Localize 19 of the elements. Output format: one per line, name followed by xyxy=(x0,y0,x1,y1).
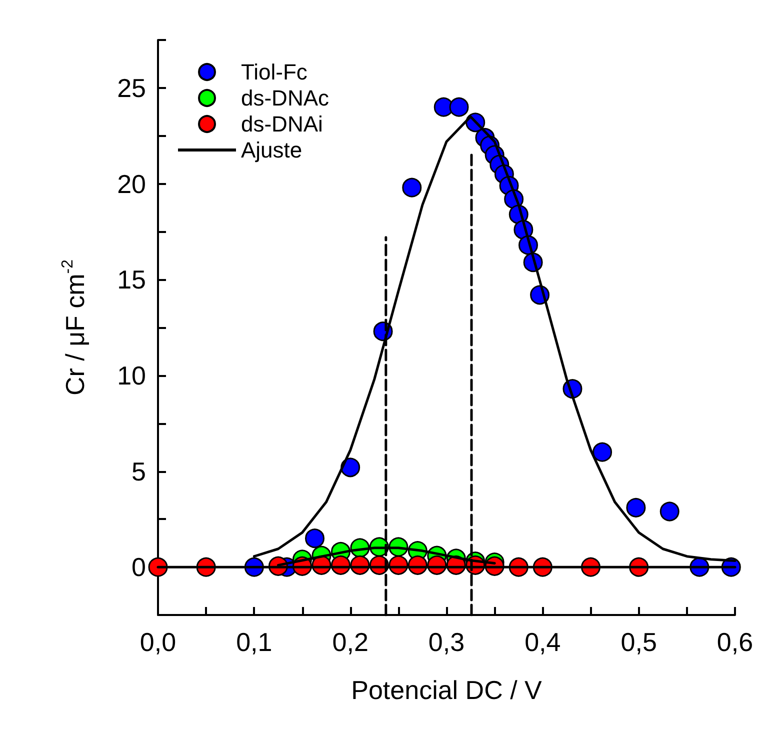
x-tick-label: 0,2 xyxy=(332,627,368,657)
legend-label: ds-DNAi xyxy=(241,112,323,136)
x-axis-title: Potencial DC / V xyxy=(351,675,543,705)
x-tick-label: 0,6 xyxy=(716,627,754,657)
y-tick-label: 15 xyxy=(117,264,146,295)
x-tick-label: 0,0 xyxy=(140,627,176,657)
y-axis-title: Cr / μF cm-2 xyxy=(60,259,90,396)
x-tick-label: 0,4 xyxy=(524,627,561,657)
x-tick-label: 0,5 xyxy=(620,627,657,657)
legend-label: Ajuste xyxy=(241,138,302,162)
legend-label: ds-DNAc xyxy=(241,86,330,110)
y-tick-label: 25 xyxy=(117,72,146,103)
y-tick-label: 5 xyxy=(132,456,146,486)
x-tick-label: 0,1 xyxy=(236,627,272,657)
x-tick-label: 0,3 xyxy=(428,627,465,657)
y-tick-label: 10 xyxy=(117,360,146,390)
legend-label: Tiol-Fc xyxy=(241,60,308,84)
y-tick-label: 0 xyxy=(132,552,146,582)
y-tick-label: 20 xyxy=(117,168,146,199)
